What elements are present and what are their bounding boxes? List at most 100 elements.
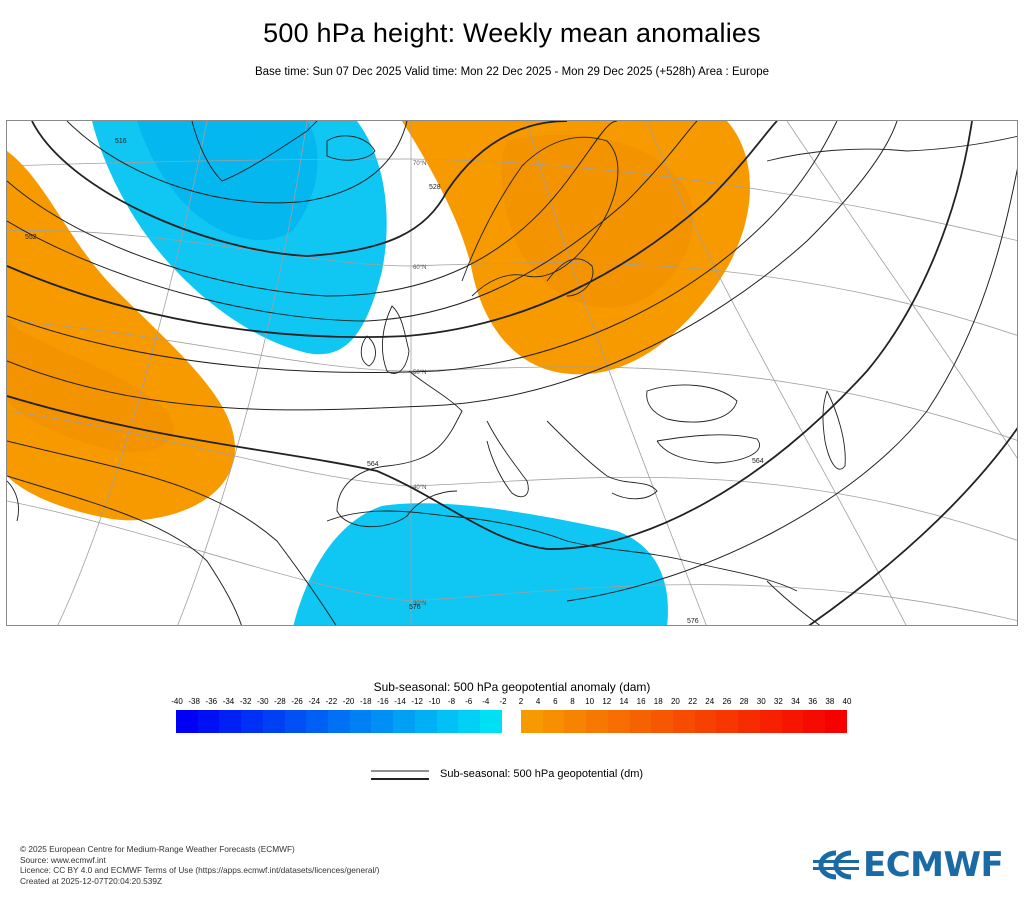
contour-label-5: 576 <box>687 618 699 625</box>
contour-legend-lines <box>371 770 429 780</box>
coast-red-sea <box>766 580 821 625</box>
coast-baltic <box>546 258 594 297</box>
colorbar-positive-cell-11 <box>759 710 782 733</box>
colorbar-negative-cell-4 <box>262 710 285 733</box>
colorbar-positive-tick-17: 36 <box>808 697 818 706</box>
colorbar-positive-cell-6 <box>651 710 674 733</box>
colorbar-positive <box>521 710 847 733</box>
colorbar-positive-tick-2: 6 <box>553 697 558 706</box>
colorbar-negative-tick-16: -8 <box>447 697 456 706</box>
colorbar-positive-cell-0 <box>521 710 543 733</box>
coast-british-isles <box>360 305 410 374</box>
colorbar-negative-cell-3 <box>241 710 263 733</box>
colorbar-negative-cell-10 <box>393 710 415 733</box>
coast-arctic-russia <box>766 135 1017 162</box>
coast-iceland <box>326 135 376 161</box>
colorbar-negative-cell-6 <box>306 710 329 733</box>
colorbar-negative-tick-18: -4 <box>482 697 490 706</box>
negative-anomaly-greenland-core <box>137 121 318 241</box>
colorbar-negative-cell-5 <box>284 710 307 733</box>
colorbar-positive-tick-10: 22 <box>688 697 698 706</box>
negative-anomaly-mediterranean <box>293 503 668 625</box>
contour-label-1: 516 <box>115 138 127 145</box>
ecmwf-logo-text: ECMWF <box>863 845 1004 885</box>
coast-north-africa <box>326 510 798 592</box>
colorbar-negative-cell-1 <box>197 710 220 733</box>
colorbar-positive-tick-0: 2 <box>518 697 524 706</box>
colorbar-positive-tick-5: 12 <box>602 697 612 706</box>
colorbar-positive-cell-10 <box>738 710 760 733</box>
colorbar-negative-tick-13: -14 <box>394 697 406 706</box>
colorbar-positive-tick-12: 26 <box>722 697 732 706</box>
latitude-labels: 70°N 60°N 50°N 40°N 30°N <box>413 161 426 607</box>
colorbar-negative-tick-19: -2 <box>499 697 507 706</box>
colorbar-positive-tick-11: 24 <box>705 697 715 706</box>
colorbar-positive-tick-16: 34 <box>791 697 800 706</box>
positive-anomaly-atlantic-core <box>7 321 174 452</box>
positive-anomaly-scandinavia-core <box>501 134 694 308</box>
colorbar-positive-cell-14 <box>825 710 847 733</box>
colorbar-positive-tick-7: 16 <box>636 697 646 706</box>
colorbar-negative-tick-15: -10 <box>428 697 441 706</box>
coast-scandinavia <box>461 136 619 297</box>
coastlines <box>7 121 1017 625</box>
footer-source: Source: www.ecmwf.int <box>20 854 106 865</box>
contour-label-2: 528 <box>429 184 441 191</box>
colorbar-negative-tick-17: -6 <box>465 697 473 706</box>
footer-copyright: © 2025 European Centre for Medium-Range … <box>20 844 295 854</box>
colorbar-positive-cell-7 <box>673 710 695 733</box>
colorbar-negative-tick-2: -36 <box>205 697 218 706</box>
coast-turkey <box>656 434 760 464</box>
footer-credits: © 2025 European Centre for Medium-Range … <box>20 844 379 886</box>
colorbar-negative-cell-8 <box>349 710 372 733</box>
coast-black-sea <box>646 384 738 423</box>
lat-label-30: 30°N <box>413 601 426 607</box>
colorbar-negative-cell-2 <box>219 710 242 733</box>
colorbar-positive-tick-18: 38 <box>825 697 835 706</box>
colorbar-negative-cell-7 <box>328 710 350 733</box>
colorbar-positive-cell-9 <box>716 710 739 733</box>
colorbar-positive-tick-8: 18 <box>653 697 663 706</box>
colorbar-positive-cell-2 <box>564 710 587 733</box>
coast-balkans-greece <box>546 420 658 500</box>
colorbar-negative-tick-7: -26 <box>291 697 303 706</box>
colorbar-negative-tick-11: -18 <box>359 697 372 706</box>
contour-label-3: 552 <box>25 234 37 241</box>
colorbar-negative-tick-5: -30 <box>257 697 269 706</box>
coast-greenland <box>191 121 318 182</box>
footer-licence: Licence: CC BY 4.0 and ECMWF Terms of Us… <box>20 865 380 876</box>
colorbar-positive-tick-15: 32 <box>773 697 783 706</box>
colorbar-positive-cell-13 <box>803 710 826 733</box>
colorbar-negative-tick-12: -16 <box>377 697 389 706</box>
colorbar-positive-cell-4 <box>607 710 630 733</box>
colorbar-negative-cell-13 <box>458 710 481 733</box>
colorbar-positive-cell-3 <box>586 710 608 733</box>
contour-labels: 516 528 552 564 576 564 576 <box>25 138 764 625</box>
colorbar-positive-cell-5 <box>629 710 652 733</box>
chart-title: 500 hPa height: Weekly mean anomalies <box>263 18 761 48</box>
contour-legend-label: Sub-seasonal: 500 hPa geopotential (dm) <box>440 768 644 780</box>
coast-france-iberia <box>336 370 463 528</box>
colorbar-negative-tick-14: -12 <box>411 697 423 706</box>
colorbar-negative-tick-10: -20 <box>342 697 355 706</box>
ecmwf-logo-icon <box>813 850 859 880</box>
contour-label-7: 576 <box>409 604 421 611</box>
colorbar-negative-tick-6: -28 <box>274 697 286 706</box>
map-panel: 70°N 60°N 50°N 40°N 30°N 516 528 552 564 <box>6 120 1018 626</box>
colorbar-positive-tick-14: 30 <box>756 697 766 706</box>
colorbar-negative-cell-0 <box>176 710 198 733</box>
contour-label-4: 564 <box>367 461 379 468</box>
colorbar-negative-tick-3: -34 <box>222 697 235 706</box>
colorbar-positive-cell-8 <box>694 710 717 733</box>
colorbar-negative-tick-9: -22 <box>325 697 338 706</box>
colorbar-positive-tick-3: 8 <box>570 697 575 706</box>
colorbar-positive-cell-1 <box>542 710 565 733</box>
colorbar-positive-tick-9: 20 <box>670 697 680 706</box>
colorbar-negative-tick-1: -38 <box>188 697 200 706</box>
colorbar-negative-cell-12 <box>436 710 459 733</box>
colorbar-negative-tick-0: -40 <box>171 697 183 706</box>
map-svg: 70°N 60°N 50°N 40°N 30°N 516 528 552 564 <box>7 121 1017 625</box>
lat-label-60: 60°N <box>413 265 426 271</box>
colorbar-title: Sub-seasonal: 500 hPa geopotential anoma… <box>373 680 651 694</box>
colorbar-negative-cell-14 <box>480 710 502 733</box>
